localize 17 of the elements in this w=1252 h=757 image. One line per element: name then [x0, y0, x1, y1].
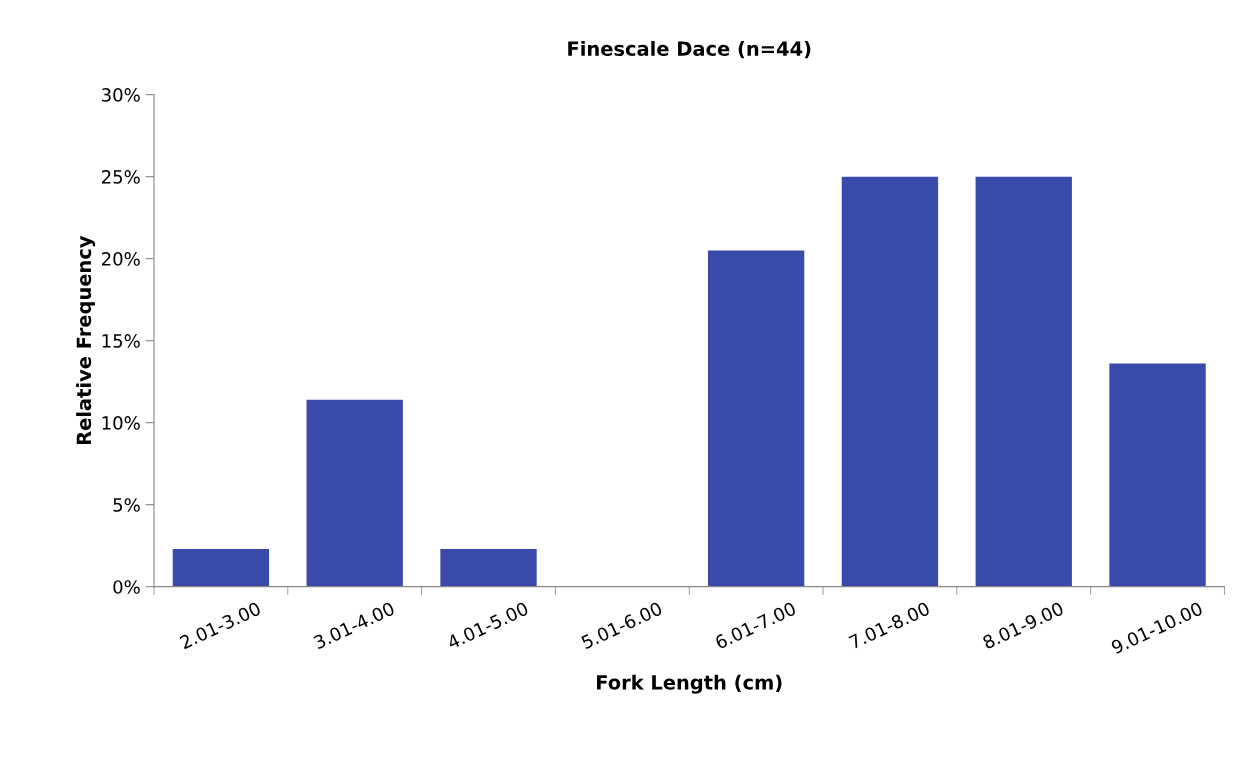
y-tick-label: 15% [102, 334, 140, 348]
x-axis-title: Fork Length (cm) [597, 674, 782, 694]
y-tick-label: 30% [102, 88, 140, 102]
y-tick-label: 5% [113, 498, 140, 512]
y-tick-label: 20% [101, 252, 140, 266]
y-tick-label: 25% [101, 170, 140, 184]
bar [707, 250, 805, 587]
y-axis-title: Relative Frequency [76, 235, 96, 445]
bar [306, 399, 403, 587]
y-tick-label: 10% [102, 416, 140, 430]
bar [1109, 363, 1206, 587]
chart-title: Finescale Dace (n=44) [568, 40, 811, 59]
bar [841, 176, 939, 587]
bar [172, 548, 270, 587]
y-tick-label: 0% [113, 580, 140, 594]
bar [440, 548, 537, 587]
bar [975, 176, 1072, 587]
